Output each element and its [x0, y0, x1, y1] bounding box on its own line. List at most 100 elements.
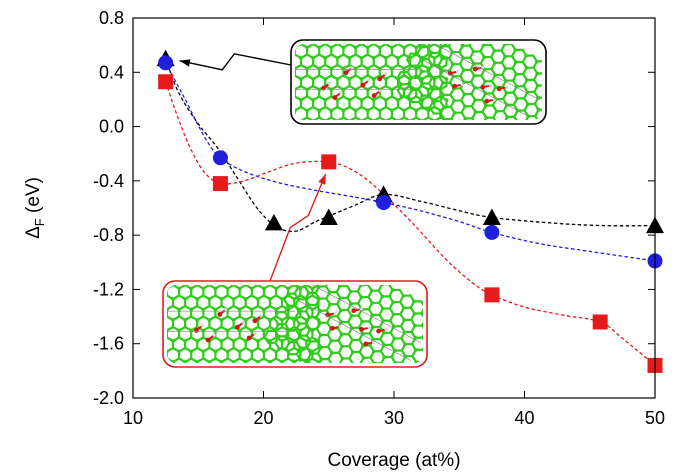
oxygen-atom [217, 312, 223, 317]
circle-marker [484, 224, 500, 240]
carbon-atom [287, 35, 291, 39]
carbon-atom [297, 333, 302, 338]
x-tick-label: 20 [253, 408, 273, 428]
hydrogen-atom [384, 72, 388, 76]
carbon-atom [327, 290, 332, 295]
carbon-atom [183, 297, 187, 301]
carbon-atom [460, 44, 465, 48]
carbon-atom [372, 361, 376, 363]
carbon-atom [506, 151, 511, 156]
carbon-atom [452, 98, 456, 103]
carbon-atom [426, 108, 431, 113]
carbon-atom [287, 328, 291, 332]
carbon-atom [527, 138, 532, 143]
carbon-atom [347, 98, 352, 102]
carbon-atom [424, 365, 429, 370]
carbon-atom [432, 56, 437, 60]
carbon-atom [243, 339, 248, 343]
carbon-atom [409, 88, 414, 92]
carbon-atom [384, 77, 388, 81]
carbon-atom [419, 69, 424, 74]
carbon-atom [460, 31, 465, 36]
inset-arrow [269, 173, 327, 282]
carbon-atom [360, 35, 364, 39]
carbon-atom [287, 119, 291, 123]
carbon-atom [439, 130, 443, 134]
carbon-atom [297, 321, 302, 326]
carbon-atom [299, 371, 303, 375]
y-tick-label: 0.8 [99, 8, 124, 28]
carbon-atom [516, 132, 521, 137]
carbon-atom [315, 248, 320, 253]
carbon-atom [341, 380, 346, 385]
oxygen-atom [252, 318, 258, 324]
cell-line [298, 300, 412, 361]
carbon-atom [165, 371, 169, 375]
carbon-atom [167, 349, 169, 354]
oxygen-atom [484, 98, 490, 104]
carbon-atom [567, 100, 572, 105]
triangle-marker [319, 208, 338, 225]
carbon-atom [165, 371, 169, 375]
oxygen-atom [332, 95, 338, 100]
carbon-atom [256, 339, 260, 343]
carbon-atom [326, 253, 331, 258]
carbon-atom [231, 318, 236, 322]
carbon-atom [298, 328, 303, 333]
carbon-atom [171, 318, 175, 322]
oxygen-atom [376, 328, 381, 334]
hydrogen-atom [350, 66, 354, 70]
carbon-atom [526, 126, 531, 131]
carbon-atom [403, 342, 407, 347]
carbon-atom [308, 327, 312, 332]
carbon-atom [280, 360, 284, 363]
x-tick-label: 30 [384, 408, 404, 428]
hydrogen-atom [259, 314, 263, 318]
carbon-atom [213, 307, 218, 312]
carbon-atom [451, 62, 455, 67]
carbon-atom [341, 368, 346, 373]
carbon-atom [207, 318, 212, 322]
carbon-atom [438, 20, 443, 25]
inset-arrow [179, 53, 292, 71]
carbon-atom [460, 31, 465, 36]
carbon-atom [306, 291, 311, 295]
hydrogen-atom [488, 83, 493, 88]
carbon-atom [177, 349, 181, 354]
hydrogen-atom [253, 331, 257, 335]
carbon-atom [420, 77, 425, 81]
carbon-atom [337, 271, 342, 276]
carbon-atom [340, 344, 344, 349]
carbon-atom [441, 81, 445, 85]
carbon-atom [286, 286, 291, 291]
carbon-atom [444, 328, 449, 333]
square-marker [212, 176, 228, 192]
carbon-atom [268, 297, 272, 301]
inset-structures [165, 248, 449, 385]
carbon-atom [384, 56, 388, 60]
carbon-atom [547, 125, 552, 130]
carbon-atom [402, 108, 406, 113]
oxygen-atom [205, 337, 211, 343]
oxygen-atom [329, 325, 335, 331]
carbon-atom [493, 61, 497, 65]
carbon-atom [420, 81, 424, 86]
carbon-atom [515, 96, 519, 101]
carbon-atom [503, 66, 508, 71]
carbon-atom [232, 276, 236, 280]
carbon-atom [202, 371, 206, 375]
carbon-atom [506, 139, 511, 144]
carbon-atom [262, 371, 266, 375]
carbon-atom [183, 318, 187, 322]
carbon-atom [323, 56, 328, 60]
graphene-sheet [263, 248, 449, 385]
carbon-atom [524, 66, 529, 70]
carbon-atom [243, 360, 248, 363]
carbon-atom [505, 115, 510, 119]
carbon-atom [326, 266, 331, 271]
carbon-atom [535, 71, 540, 76]
carbon-atom [318, 333, 323, 337]
carbon-atom [351, 374, 356, 379]
carbon-atom [463, 116, 468, 120]
hydrogen-atom [456, 70, 460, 74]
